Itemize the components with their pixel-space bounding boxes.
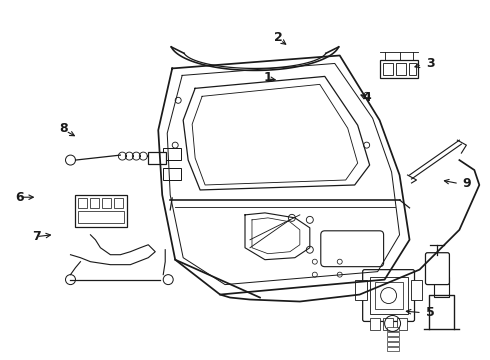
Text: 5: 5 (426, 306, 435, 319)
FancyBboxPatch shape (363, 270, 415, 321)
Bar (387, 332, 398, 336)
Bar (355, 280, 367, 300)
Bar (102, 198, 111, 208)
Text: 9: 9 (463, 177, 471, 190)
FancyBboxPatch shape (425, 253, 449, 285)
Bar (396, 319, 407, 330)
Text: 8: 8 (59, 122, 68, 135)
Bar (114, 198, 123, 208)
Text: 7: 7 (32, 230, 41, 243)
Bar (411, 280, 422, 300)
Bar (75, 195, 127, 227)
Text: 1: 1 (264, 71, 272, 84)
Text: 2: 2 (274, 31, 283, 44)
Bar (409, 63, 416, 75)
Bar (375, 282, 403, 310)
Text: 6: 6 (15, 191, 24, 204)
Bar (387, 347, 398, 351)
Bar (383, 63, 392, 75)
Bar (78, 198, 87, 208)
Bar (163, 168, 181, 180)
Bar (387, 328, 398, 332)
Bar (369, 276, 408, 315)
Bar (387, 337, 398, 341)
Bar (395, 63, 406, 75)
Bar (387, 342, 398, 346)
Bar (383, 319, 392, 330)
Bar (78, 211, 124, 223)
Bar (163, 148, 181, 160)
Bar (369, 319, 380, 330)
Text: 3: 3 (426, 57, 435, 70)
FancyBboxPatch shape (321, 231, 384, 267)
Bar (380, 60, 417, 78)
Bar (91, 198, 99, 208)
Text: 4: 4 (362, 91, 371, 104)
Bar (435, 276, 449, 297)
Bar (148, 152, 166, 164)
